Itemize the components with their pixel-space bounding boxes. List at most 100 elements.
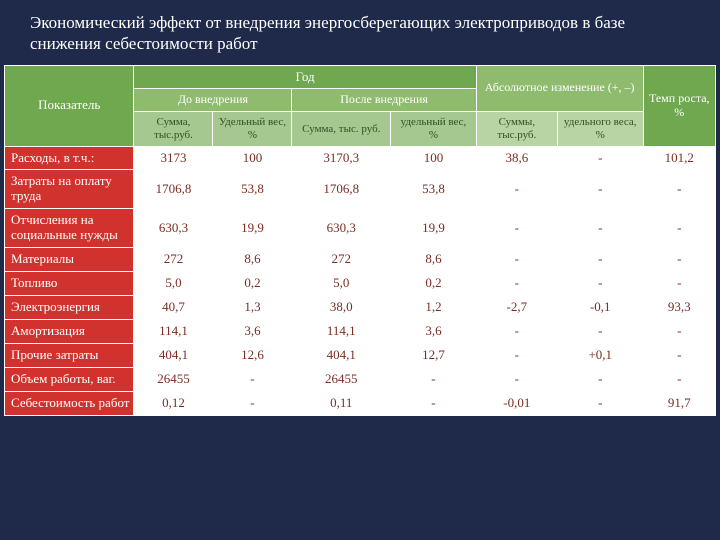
cell: -0,01 xyxy=(476,391,557,415)
row-label: Расходы, в т.ч.: xyxy=(5,146,134,170)
table-row: Амортизация114,13,6114,13,6--- xyxy=(5,320,716,344)
table-row: Прочие затраты404,112,6404,112,7-+0,1- xyxy=(5,343,716,367)
cell: 0,12 xyxy=(134,391,213,415)
cell: 101,2 xyxy=(643,146,715,170)
cell: 3170,3 xyxy=(292,146,391,170)
cell: - xyxy=(557,320,643,344)
cell: - xyxy=(643,367,715,391)
cell: 272 xyxy=(292,248,391,272)
cell: - xyxy=(643,272,715,296)
th-sum-after: Сумма, тыс. руб. xyxy=(292,112,391,146)
th-abs-wt: удельного веса, % xyxy=(557,112,643,146)
cell: 40,7 xyxy=(134,296,213,320)
cell: 53,8 xyxy=(391,170,477,209)
table-row: Себестоимость работ0,12-0,11--0,01-91,7 xyxy=(5,391,716,415)
cell: 404,1 xyxy=(134,343,213,367)
table-row: Отчисления на социальные нужды630,319,96… xyxy=(5,209,716,248)
cell: 272 xyxy=(134,248,213,272)
th-wt-after: удельный вес, % xyxy=(391,112,477,146)
table-header: Показатель Год Абсолютное изменение (+, … xyxy=(5,65,716,146)
cell: 1706,8 xyxy=(292,170,391,209)
table-row: Объем работы, ваг.26455-26455---- xyxy=(5,367,716,391)
cell: - xyxy=(557,367,643,391)
cell: 19,9 xyxy=(391,209,477,248)
th-after: После внедрения xyxy=(292,89,476,112)
cell: - xyxy=(557,209,643,248)
cell: 404,1 xyxy=(292,343,391,367)
cell: 1,3 xyxy=(213,296,292,320)
cell: - xyxy=(476,343,557,367)
table-row: Электроэнергия40,71,338,01,2-2,7-0,193,3 xyxy=(5,296,716,320)
cell: 26455 xyxy=(292,367,391,391)
cell: 8,6 xyxy=(213,248,292,272)
cell: 12,6 xyxy=(213,343,292,367)
row-label: Объем работы, ваг. xyxy=(5,367,134,391)
row-label: Себестоимость работ xyxy=(5,391,134,415)
cell: 1,2 xyxy=(391,296,477,320)
cell: - xyxy=(476,248,557,272)
th-indicator: Показатель xyxy=(5,65,134,146)
cell: - xyxy=(557,146,643,170)
cell: 630,3 xyxy=(292,209,391,248)
cell: - xyxy=(643,320,715,344)
cell: 5,0 xyxy=(292,272,391,296)
table-body: Расходы, в т.ч.:31731003170,310038,6-101… xyxy=(5,146,716,415)
table-row: Расходы, в т.ч.:31731003170,310038,6-101… xyxy=(5,146,716,170)
table-row: Топливо5,00,25,00,2--- xyxy=(5,272,716,296)
cell: - xyxy=(476,209,557,248)
cell: -0,1 xyxy=(557,296,643,320)
cell: 100 xyxy=(213,146,292,170)
cell: 5,0 xyxy=(134,272,213,296)
slide-title: Экономический эффект от внедрения энерго… xyxy=(0,0,720,65)
row-label: Прочие затраты xyxy=(5,343,134,367)
cell: - xyxy=(643,343,715,367)
table-row: Затраты на оплату труда1706,853,81706,85… xyxy=(5,170,716,209)
cell: 100 xyxy=(391,146,477,170)
cell: 93,3 xyxy=(643,296,715,320)
th-abs: Абсолютное изменение (+, –) xyxy=(476,65,643,112)
cell: 38,6 xyxy=(476,146,557,170)
cell: 12,7 xyxy=(391,343,477,367)
cell: - xyxy=(476,170,557,209)
cell: 26455 xyxy=(134,367,213,391)
table-row: Материалы2728,62728,6--- xyxy=(5,248,716,272)
row-label: Топливо xyxy=(5,272,134,296)
cell: 0,2 xyxy=(391,272,477,296)
row-label: Материалы xyxy=(5,248,134,272)
cell: - xyxy=(557,170,643,209)
cell: 8,6 xyxy=(391,248,477,272)
cell: - xyxy=(557,391,643,415)
cell: 3173 xyxy=(134,146,213,170)
cell: - xyxy=(391,367,477,391)
cell: 3,6 xyxy=(391,320,477,344)
cell: - xyxy=(643,209,715,248)
th-before: До внедрения xyxy=(134,89,292,112)
cell: - xyxy=(476,272,557,296)
table-container: Показатель Год Абсолютное изменение (+, … xyxy=(0,65,720,416)
cell: 19,9 xyxy=(213,209,292,248)
cell: - xyxy=(643,248,715,272)
cell: - xyxy=(476,367,557,391)
row-label: Электроэнергия xyxy=(5,296,134,320)
cell: - xyxy=(213,367,292,391)
cell: 630,3 xyxy=(134,209,213,248)
cell: 114,1 xyxy=(134,320,213,344)
cell: 91,7 xyxy=(643,391,715,415)
cell: 0,2 xyxy=(213,272,292,296)
cell: - xyxy=(643,170,715,209)
th-abs-sum: Суммы, тыс.руб. xyxy=(476,112,557,146)
cell: - xyxy=(476,320,557,344)
th-year: Год xyxy=(134,65,476,89)
econ-table: Показатель Год Абсолютное изменение (+, … xyxy=(4,65,716,416)
th-temp: Темп роста, % xyxy=(643,65,715,146)
th-wt-before: Удельный вес, % xyxy=(213,112,292,146)
cell: 114,1 xyxy=(292,320,391,344)
row-label: Отчисления на социальные нужды xyxy=(5,209,134,248)
cell: 3,6 xyxy=(213,320,292,344)
cell: 0,11 xyxy=(292,391,391,415)
cell: - xyxy=(391,391,477,415)
row-label: Амортизация xyxy=(5,320,134,344)
cell: - xyxy=(213,391,292,415)
th-sum-before: Сумма, тыс.руб. xyxy=(134,112,213,146)
row-label: Затраты на оплату труда xyxy=(5,170,134,209)
